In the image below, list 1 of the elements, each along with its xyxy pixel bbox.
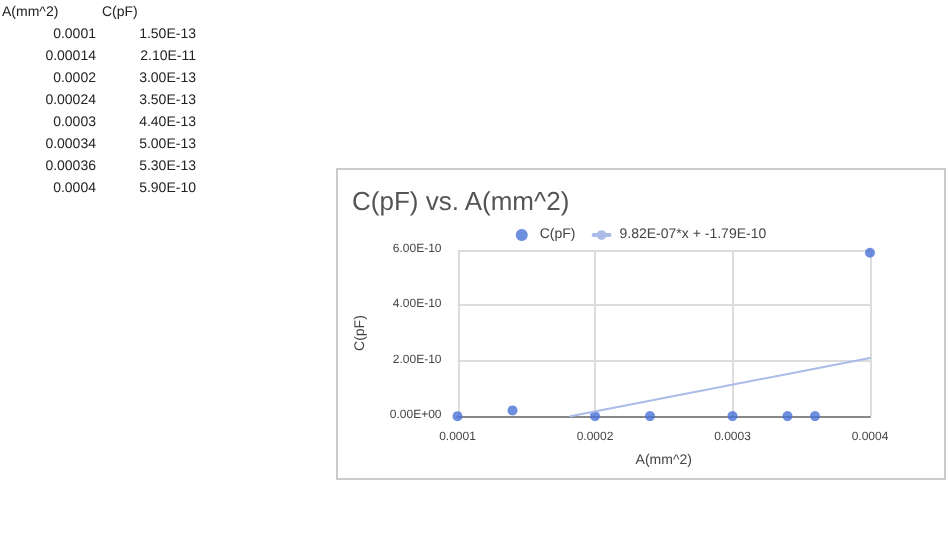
chart-title: C(pF) vs. A(mm^2) bbox=[352, 186, 570, 216]
